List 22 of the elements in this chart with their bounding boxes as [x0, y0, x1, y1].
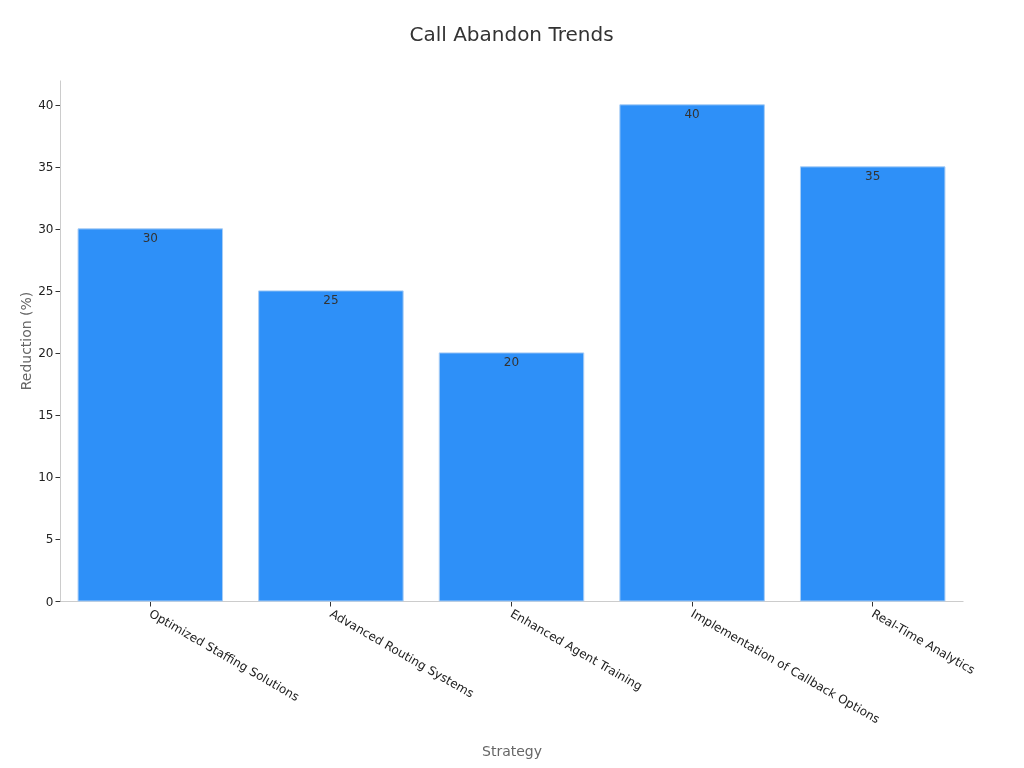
- x-axis-title: Strategy: [482, 743, 542, 760]
- chart-title: Call Abandon Trends: [409, 22, 614, 46]
- y-tick-label: 5: [45, 532, 54, 547]
- y-tick-label: 0: [45, 594, 54, 609]
- bar: [258, 290, 404, 602]
- data-label: 35: [865, 168, 881, 183]
- data-label: 20: [503, 354, 520, 369]
- y-tick-label: 30: [38, 222, 54, 237]
- bar: [77, 228, 224, 602]
- y-tick-label: 20: [38, 346, 54, 361]
- y-tick-label: 15: [38, 408, 54, 423]
- bar: [619, 104, 765, 602]
- y-tick-label: 25: [38, 284, 54, 299]
- y-tick-label: 40: [38, 98, 54, 113]
- bar: [438, 352, 585, 602]
- y-tick-label: 10: [38, 470, 54, 485]
- bar: [799, 166, 946, 602]
- data-label: 40: [684, 106, 700, 121]
- data-label: 25: [323, 292, 339, 307]
- y-axis-title: Reduction (%): [18, 291, 35, 391]
- y-tick-label: 35: [38, 160, 54, 175]
- data-label: 30: [142, 230, 158, 245]
